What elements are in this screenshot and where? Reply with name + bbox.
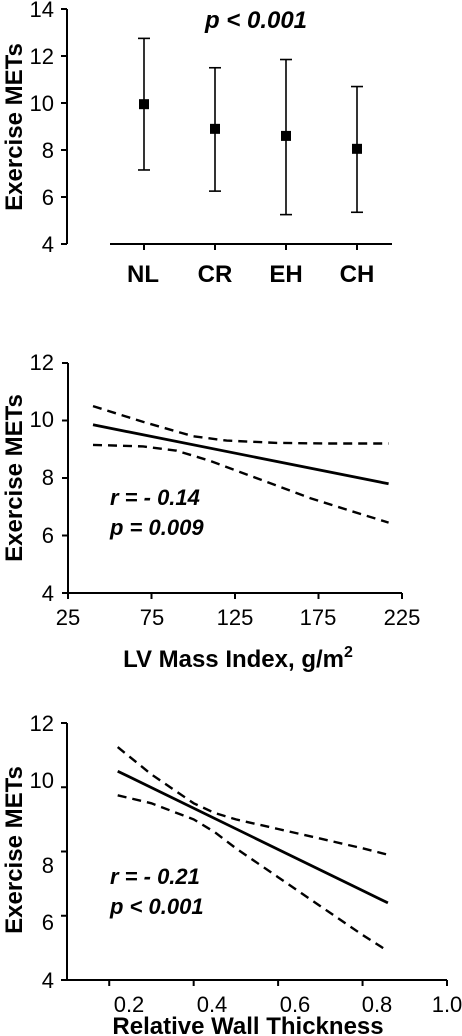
- panel2-x-tick-label: 175: [300, 605, 337, 630]
- panel3-y-tick-label: 8: [42, 853, 54, 878]
- panel3-y-axis-label: Exercise METs: [1, 766, 28, 934]
- panel3-y-tick-label: 6: [42, 910, 54, 935]
- panel1-category-label: EH: [269, 261, 302, 288]
- panel3-x-tick-label: 0.6: [280, 992, 311, 1017]
- panel1-category-label: CR: [198, 261, 233, 288]
- regression-line: [117, 769, 389, 905]
- panel1-y-axis-label: Exercise METs: [1, 43, 28, 211]
- panel3-x-tick-label: 0.2: [114, 992, 145, 1017]
- panel1-category-label: NL: [127, 261, 159, 288]
- panel2-r-annotation: r = - 0.14: [110, 485, 200, 510]
- panel-group-means: p < 0.001 Exercise METs 4 6 8 10 12 14 N…: [1, 0, 392, 288]
- panel-relative-wall-thickness: Exercise METs 4 6 8 10 12 0.2 0.4 0.6 0.…: [1, 711, 462, 1036]
- mean-marker: [210, 123, 220, 134]
- panel1-y-tick-label: 4: [42, 232, 54, 257]
- panel2-y-axis-label: Exercise METs: [1, 394, 28, 562]
- panel1-y-tick-label: 8: [42, 138, 54, 163]
- panel2-x-tick-label: 125: [217, 605, 254, 630]
- ci-lower-line: [92, 443, 389, 524]
- ci-upper-line: [116, 746, 389, 856]
- panel3-y-tick-label: 10: [30, 768, 54, 793]
- panel1-y-tick-label: 14: [30, 0, 54, 22]
- panel3-x-axis-label: Relative Wall Thickness: [112, 1013, 383, 1036]
- panel3-x-tick-label: 1.0: [432, 992, 462, 1017]
- panel3-r-annotation: r = - 0.21: [110, 864, 200, 889]
- panel3-x-tick-label: 0.8: [362, 992, 393, 1017]
- panel2-y-tick-label: 12: [30, 350, 54, 375]
- mean-marker: [352, 143, 362, 154]
- panel2-y-tick-label: 4: [42, 581, 54, 606]
- regression-line: [92, 423, 389, 486]
- panel1-p-annotation: p < 0.001: [204, 7, 307, 34]
- panel1-y-tick-label: 6: [42, 185, 54, 210]
- panel2-y-tick-label: 8: [42, 465, 54, 490]
- panel3-p-annotation: p < 0.001: [109, 894, 204, 919]
- panel2-x-tick-label: 25: [56, 605, 80, 630]
- panel3-y-tick-label: 12: [30, 711, 54, 736]
- panel2-x-tick-label: 75: [140, 605, 164, 630]
- panel1-y-tick-label: 10: [30, 91, 54, 116]
- mean-marker: [281, 130, 291, 141]
- panel1-y-tick-label: 12: [30, 44, 54, 69]
- mean-marker: [139, 99, 149, 110]
- panel-lv-mass-index: Exercise METs 4 6 8 10 12 25 75 125 175 …: [1, 350, 420, 673]
- panel2-y-tick-label: 6: [42, 523, 54, 548]
- panel2-p-annotation: p = 0.009: [109, 515, 204, 540]
- panel1-category-label: CH: [340, 261, 375, 288]
- ci-upper-line: [92, 404, 389, 445]
- panel2-x-tick-label: 225: [384, 605, 421, 630]
- panel3-x-tick-label: 0.4: [197, 992, 228, 1017]
- panel2-x-axis-label: LV Mass Index, g/m2: [123, 644, 353, 673]
- ci-lower-line: [117, 794, 389, 953]
- panel2-y-tick-label: 10: [30, 407, 54, 432]
- panel3-y-tick-label: 4: [42, 968, 54, 993]
